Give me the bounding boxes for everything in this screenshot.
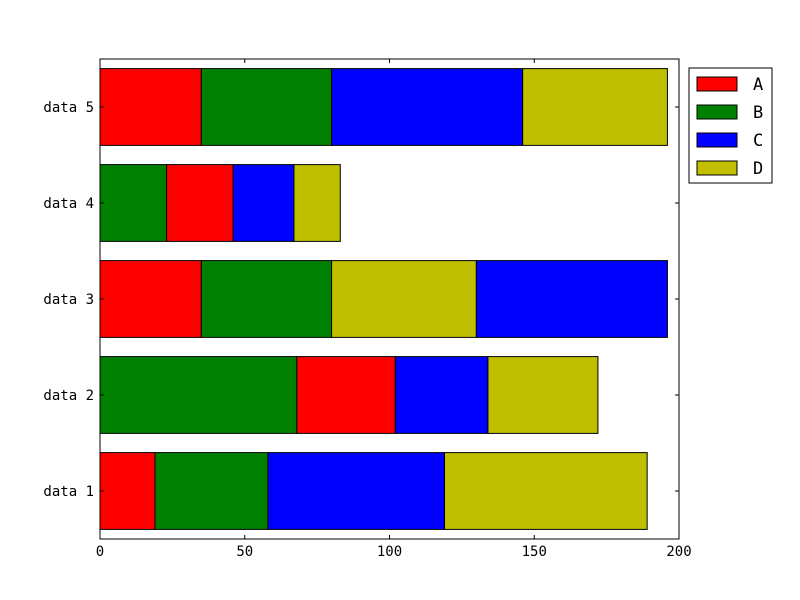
bar-segment-data-5-C	[331, 68, 524, 146]
x-tick-label: 50	[236, 544, 253, 560]
bars-layer	[99, 68, 668, 530]
bar-segment-data-2-B	[99, 356, 298, 434]
bar-segment-data-3-D	[331, 260, 477, 338]
y-tick-label: data 1	[43, 484, 94, 500]
y-tick-label: data 2	[43, 388, 94, 404]
bar-segment-data-4-B	[99, 164, 168, 242]
legend-swatch-D	[696, 160, 738, 176]
bar-segment-data-5-B	[200, 68, 333, 146]
y-tick-label: data 5	[43, 100, 94, 116]
x-tick-label: 0	[96, 544, 104, 560]
y-tick-label: data 4	[43, 196, 94, 212]
bar-segment-data-4-C	[232, 164, 295, 242]
x-tick-label: 200	[666, 544, 691, 560]
bar-segment-data-3-B	[200, 260, 333, 338]
bar-segment-data-1-C	[267, 452, 446, 530]
legend-label-C: C	[753, 131, 763, 151]
bar-segment-data-4-A	[166, 164, 234, 242]
bar-segment-data-2-C	[394, 356, 489, 434]
bar-segment-data-3-C	[475, 260, 668, 338]
legend-swatch-B	[696, 104, 738, 120]
bar-segment-data-5-A	[99, 68, 202, 146]
ticks-layer: 0 50 100 150 200 data 1 data 2 data 3 data 4 data…	[43, 59, 692, 560]
legend-label-B: B	[753, 103, 763, 123]
bar-segment-data-2-D	[487, 356, 599, 434]
legend-label-D: D	[753, 159, 763, 179]
bar-segment-data-2-A	[296, 356, 396, 434]
y-tick-label: data 3	[43, 292, 94, 308]
legend-label-A: A	[753, 75, 763, 95]
bar-segment-data-3-A	[99, 260, 202, 338]
bar-segment-data-1-A	[99, 452, 156, 530]
bar-segment-data-1-B	[154, 452, 269, 530]
bar-segment-data-5-D	[522, 68, 668, 146]
legend-swatch-C	[696, 132, 738, 148]
x-tick-label: 100	[377, 544, 402, 560]
x-tick-label: 150	[522, 544, 547, 560]
legend-swatch-A	[696, 76, 738, 92]
bar-segment-data-1-D	[444, 452, 648, 530]
bar-segment-data-4-D	[293, 164, 341, 242]
